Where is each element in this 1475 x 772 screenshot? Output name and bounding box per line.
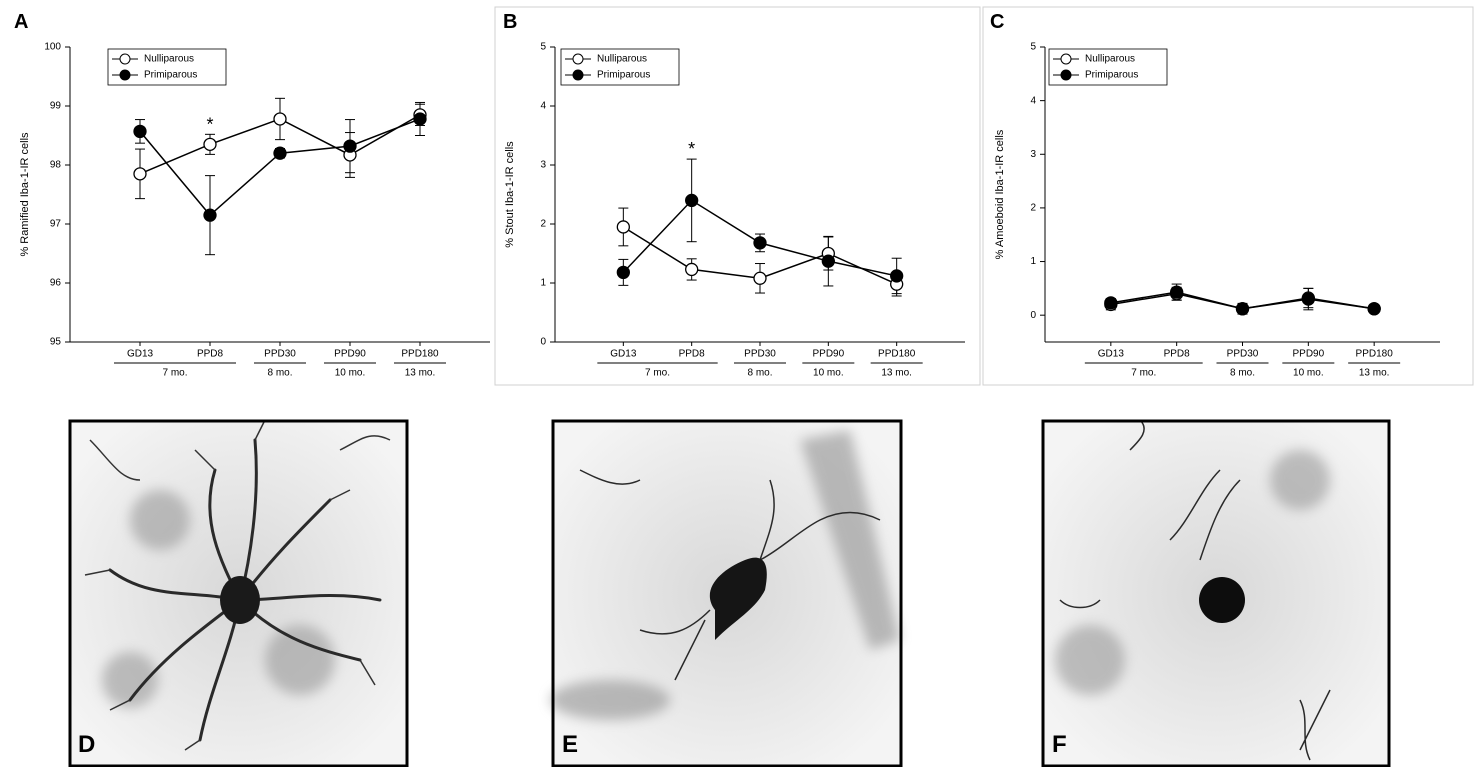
legend-marker bbox=[1060, 53, 1072, 65]
marker bbox=[1301, 292, 1315, 306]
annotation: * bbox=[688, 139, 695, 159]
marker bbox=[273, 146, 287, 160]
legend-label: Nulliparous bbox=[597, 54, 647, 65]
legend-marker bbox=[1060, 69, 1072, 81]
marker bbox=[343, 139, 357, 153]
y-tick-label: 0 bbox=[540, 337, 546, 348]
y-tick-label: 98 bbox=[50, 160, 62, 171]
y-tick-label: 1 bbox=[1030, 256, 1036, 267]
y-tick-label: 1 bbox=[540, 278, 546, 289]
y-tick-label: 97 bbox=[50, 219, 62, 230]
legend-marker bbox=[119, 69, 131, 81]
y-tick-label: 99 bbox=[50, 101, 62, 112]
panel-label: A bbox=[14, 11, 28, 33]
legend-marker bbox=[572, 53, 584, 65]
marker bbox=[133, 167, 147, 181]
group-label: 7 mo. bbox=[162, 368, 187, 379]
group-label: 10 mo. bbox=[813, 368, 844, 379]
y-tick-label: 2 bbox=[1030, 203, 1036, 214]
panel-label: C bbox=[990, 11, 1004, 33]
image-label: D bbox=[78, 731, 95, 758]
marker bbox=[1367, 302, 1381, 316]
x-tick-label: GD13 bbox=[1098, 349, 1125, 360]
y-tick-label: 95 bbox=[50, 337, 62, 348]
group-label: 10 mo. bbox=[1293, 368, 1324, 379]
legend-label: Nulliparous bbox=[1085, 54, 1135, 65]
micrograph bbox=[68, 419, 409, 768]
group-label: 8 mo. bbox=[1230, 368, 1255, 379]
panel-frame bbox=[982, 6, 1474, 386]
x-tick-label: PPD180 bbox=[1356, 349, 1394, 360]
marker bbox=[133, 124, 147, 139]
group-label: 13 mo. bbox=[881, 368, 912, 379]
x-tick-label: PPD90 bbox=[1292, 349, 1324, 360]
marker bbox=[890, 269, 904, 283]
y-tick-label: 3 bbox=[540, 160, 546, 171]
group-label: 13 mo. bbox=[405, 368, 436, 379]
group-label: 7 mo. bbox=[1131, 368, 1156, 379]
legend-label: Primiparous bbox=[1085, 70, 1138, 81]
y-tick-label: 4 bbox=[1030, 95, 1036, 106]
legend-label: Nulliparous bbox=[144, 54, 194, 65]
marker bbox=[753, 236, 767, 250]
marker bbox=[685, 193, 699, 208]
x-tick-label: PPD90 bbox=[334, 349, 366, 360]
micrograph bbox=[550, 419, 903, 768]
x-tick-label: GD13 bbox=[127, 349, 154, 360]
group-label: 10 mo. bbox=[335, 368, 366, 379]
marker bbox=[753, 271, 767, 285]
y-tick-label: 96 bbox=[50, 278, 62, 289]
image-label: E bbox=[562, 731, 578, 758]
marker bbox=[413, 112, 427, 126]
x-tick-label: PPD90 bbox=[812, 349, 844, 360]
y-axis-label: % Ramified Iba-1-IR cells bbox=[19, 132, 31, 257]
x-tick-label: PPD8 bbox=[679, 349, 706, 360]
marker bbox=[273, 112, 287, 126]
y-tick-label: 0 bbox=[1030, 310, 1036, 321]
x-tick-label: PPD30 bbox=[1227, 349, 1259, 360]
x-tick-label: PPD180 bbox=[401, 349, 439, 360]
x-tick-label: PPD8 bbox=[197, 349, 224, 360]
legend-marker bbox=[119, 53, 131, 65]
y-tick-label: 4 bbox=[540, 101, 546, 112]
y-tick-label: 2 bbox=[540, 219, 546, 230]
marker bbox=[616, 220, 630, 234]
marker bbox=[203, 137, 217, 152]
micrograph bbox=[1041, 419, 1391, 768]
x-tick-label: GD13 bbox=[610, 349, 637, 360]
group-label: 7 mo. bbox=[645, 368, 670, 379]
legend-label: Primiparous bbox=[144, 70, 197, 81]
marker bbox=[616, 265, 630, 280]
group-label: 8 mo. bbox=[267, 368, 292, 379]
marker bbox=[203, 208, 217, 222]
panel-label: B bbox=[503, 11, 517, 33]
marker bbox=[1104, 296, 1118, 310]
x-tick-label: PPD30 bbox=[744, 349, 776, 360]
panel-frame bbox=[494, 6, 981, 386]
image-label: F bbox=[1052, 731, 1067, 758]
y-tick-label: 100 bbox=[44, 42, 61, 53]
y-tick-label: 5 bbox=[1030, 42, 1036, 53]
marker bbox=[1235, 302, 1250, 316]
legend-label: Primiparous bbox=[597, 70, 650, 81]
group-label: 8 mo. bbox=[747, 368, 772, 379]
y-axis-label: % Amoeboid Iba-1-IR cells bbox=[994, 129, 1006, 259]
y-tick-label: 5 bbox=[540, 42, 546, 53]
marker bbox=[821, 254, 835, 268]
y-tick-label: 3 bbox=[1030, 149, 1036, 160]
annotation: * bbox=[206, 114, 213, 134]
x-tick-label: PPD180 bbox=[878, 349, 916, 360]
x-tick-label: PPD8 bbox=[1164, 349, 1191, 360]
legend-marker bbox=[572, 69, 584, 81]
marker bbox=[685, 262, 699, 277]
marker bbox=[1170, 285, 1184, 299]
group-label: 13 mo. bbox=[1359, 368, 1390, 379]
x-tick-label: PPD30 bbox=[264, 349, 296, 360]
y-axis-label: % Stout Iba-1-IR cells bbox=[504, 141, 516, 248]
